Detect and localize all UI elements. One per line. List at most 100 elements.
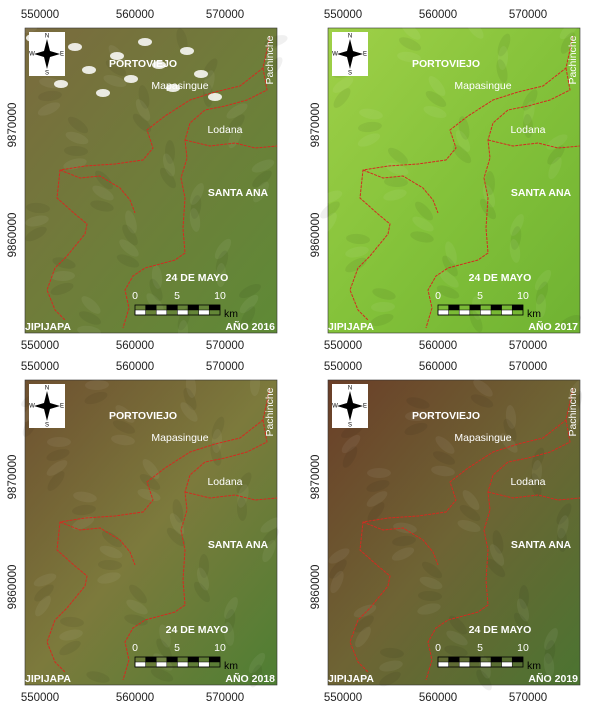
scale-bar-segment xyxy=(512,305,523,310)
x-coordinate-label: 550000 xyxy=(21,692,59,704)
compass-e: E xyxy=(363,52,367,58)
north-arrow: NSWE xyxy=(332,384,368,429)
scale-unit: km xyxy=(224,660,238,672)
place-label: Mapasingue xyxy=(151,80,208,92)
y-coordinate-label: 9860000 xyxy=(310,213,322,258)
place-label: Lodana xyxy=(510,124,545,136)
place-label: PORTOVIEJO xyxy=(412,58,480,70)
x-coordinate-label: 570000 xyxy=(509,9,547,21)
compass-e: E xyxy=(60,52,64,58)
cloud xyxy=(138,38,152,46)
x-coordinate-label: 550000 xyxy=(324,692,362,704)
x-coordinate-label: 570000 xyxy=(509,340,547,352)
place-label: JIPIJAPA xyxy=(25,673,71,685)
scale-label: 10 xyxy=(214,642,226,654)
cloud xyxy=(194,70,208,78)
scale-label: 10 xyxy=(214,290,226,302)
x-coordinate-label: 570000 xyxy=(206,361,244,373)
x-coordinate-label: 560000 xyxy=(116,692,154,704)
north-arrow: NSWE xyxy=(29,384,65,429)
place-label: Pachinche xyxy=(567,387,579,436)
x-coordinate-label: 550000 xyxy=(324,340,362,352)
x-coordinate-label: 560000 xyxy=(116,361,154,373)
scale-label: 10 xyxy=(517,642,529,654)
terrain-texture xyxy=(47,437,71,447)
terrain-texture xyxy=(367,468,391,478)
compass-n: N xyxy=(348,386,352,392)
scale-bar-segment xyxy=(188,657,199,662)
scale-bar-segment xyxy=(502,662,513,667)
scale-bar-segment xyxy=(491,657,502,662)
scale-bar-segment xyxy=(177,310,188,315)
scale-bar-segment xyxy=(512,657,523,662)
scale-bar-segment xyxy=(177,662,188,667)
place-label: 24 DE MAYO xyxy=(166,272,229,284)
compass-e: E xyxy=(363,404,367,410)
scale-bar-segment xyxy=(438,310,449,315)
compass-n: N xyxy=(45,386,49,392)
scale-label: 5 xyxy=(477,290,483,302)
cloud xyxy=(54,80,68,88)
terrain-texture xyxy=(13,23,37,33)
year-label: AÑO 2016 xyxy=(225,320,275,333)
north-arrow: NSWE xyxy=(332,32,368,77)
place-label: Mapasingue xyxy=(454,80,511,92)
x-coordinate-label: 550000 xyxy=(21,9,59,21)
scale-bar-segment xyxy=(480,662,491,667)
scale-label: 0 xyxy=(435,290,441,302)
cloud xyxy=(180,47,194,55)
scale-label: 5 xyxy=(174,642,180,654)
place-label: JIPIJAPA xyxy=(328,321,374,333)
place-label: Lodana xyxy=(510,476,545,488)
y-coordinate-label: 9870000 xyxy=(310,455,322,500)
compass-w: W xyxy=(332,404,338,410)
year-label: AÑO 2018 xyxy=(225,672,275,685)
scale-label: 0 xyxy=(435,642,441,654)
x-coordinate-label: 550000 xyxy=(21,361,59,373)
scale-bar-segment xyxy=(209,305,220,310)
map-panel: NSWEPORTOVIEJOMapasingueLodanaSANTA ANA2… xyxy=(310,361,588,704)
scale-unit: km xyxy=(527,308,541,320)
scale-bar-segment xyxy=(199,662,210,667)
place-label: Lodana xyxy=(207,124,242,136)
year-label: AÑO 2019 xyxy=(528,672,578,685)
scale-bar-segment xyxy=(199,310,210,315)
x-coordinate-label: 570000 xyxy=(206,692,244,704)
x-coordinate-label: 560000 xyxy=(116,9,154,21)
place-label: PORTOVIEJO xyxy=(412,410,480,422)
place-label: PORTOVIEJO xyxy=(109,58,177,70)
place-label: Mapasingue xyxy=(454,432,511,444)
compass-s: S xyxy=(348,71,352,77)
scale-bar-segment xyxy=(480,310,491,315)
scale-bar-segment xyxy=(502,310,513,315)
compass-s: S xyxy=(45,71,49,77)
y-coordinate-label: 9860000 xyxy=(310,565,322,610)
north-arrow: NSWE xyxy=(29,32,65,77)
cloud xyxy=(96,89,110,97)
place-label: Pachinche xyxy=(567,35,579,84)
scale-bar-segment xyxy=(135,662,146,667)
compass-e: E xyxy=(60,404,64,410)
figure: NSWEPORTOVIEJOMapasingueLodanaSANTA ANA2… xyxy=(0,0,593,710)
scale-label: 0 xyxy=(132,290,138,302)
compass-w: W xyxy=(29,404,35,410)
cloud xyxy=(68,43,82,51)
scale-label: 0 xyxy=(132,642,138,654)
scale-bar-segment xyxy=(449,657,460,662)
map-panel: NSWEPORTOVIEJOMapasingueLodanaSANTA ANA2… xyxy=(7,361,284,704)
year-label: AÑO 2017 xyxy=(528,320,578,333)
scale-label: 10 xyxy=(517,290,529,302)
scale-bar-segment xyxy=(438,662,449,667)
x-coordinate-label: 560000 xyxy=(116,340,154,352)
y-coordinate-label: 9870000 xyxy=(7,455,19,500)
scale-bar-segment xyxy=(449,305,460,310)
compass-w: W xyxy=(332,52,338,58)
scale-label: 5 xyxy=(477,642,483,654)
y-coordinate-label: 9870000 xyxy=(310,103,322,148)
scale-bar-segment xyxy=(209,657,220,662)
x-coordinate-label: 560000 xyxy=(419,692,457,704)
place-label: PORTOVIEJO xyxy=(109,410,177,422)
compass-w: W xyxy=(29,52,35,58)
place-label: Lodana xyxy=(207,476,242,488)
